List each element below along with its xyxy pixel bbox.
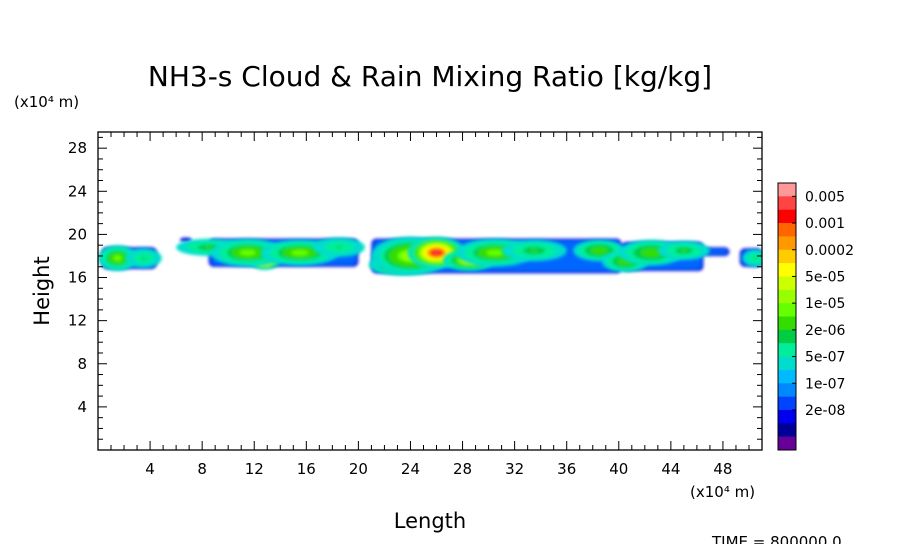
colorbar-swatch xyxy=(778,289,796,304)
colorbar-swatch xyxy=(778,436,796,451)
colorbar: 0.005 0.001 0.0002 5e-05 1e-05 2e-06 5e-07 1e-0… xyxy=(777,182,854,451)
colorbar-swatch xyxy=(778,383,796,397)
colorbar-swatch xyxy=(778,223,796,237)
field-blob xyxy=(312,237,365,258)
x-tick-label: 28 xyxy=(453,460,472,478)
field-blob xyxy=(501,239,567,262)
x-tick-label: 36 xyxy=(557,460,576,478)
x-tick-label: 4 xyxy=(145,460,155,478)
colorbar-swatch xyxy=(778,276,796,291)
colorbar-swatch xyxy=(778,369,796,384)
field-contour xyxy=(596,249,603,252)
y-tick-label: 4 xyxy=(77,398,87,416)
field-inner-segment xyxy=(705,249,728,254)
field-contour xyxy=(530,249,538,252)
field-contour xyxy=(141,257,146,260)
colorbar-swatch xyxy=(778,236,796,251)
x-tick-label: 40 xyxy=(609,460,628,478)
field-contour xyxy=(205,246,213,249)
colorbar-frame xyxy=(777,182,797,451)
field-blob xyxy=(98,245,138,272)
x-tick-label: 8 xyxy=(197,460,207,478)
colorbar-swatch xyxy=(778,249,796,264)
field-contour xyxy=(647,251,655,255)
colorbar-label: 5e-05 xyxy=(805,269,845,285)
y-tick-label: 8 xyxy=(77,355,87,373)
field-contour xyxy=(490,251,500,255)
colorbar-label: 5e-07 xyxy=(805,350,845,366)
mixing-ratio-field xyxy=(98,236,762,276)
y-axis-ticks: 4 8 12 16 20 24 28 xyxy=(68,136,762,440)
colorbar-label: 0.005 xyxy=(805,189,845,205)
plot-frame xyxy=(97,131,763,451)
x-tick-label: 24 xyxy=(401,460,420,478)
colorbar-swatch xyxy=(778,303,796,317)
x-axis-label: Length xyxy=(394,509,466,533)
y-tick-label: 20 xyxy=(68,225,87,243)
colorbar-swatch xyxy=(778,343,796,357)
field-contour xyxy=(295,251,305,255)
colorbar-label: 1e-07 xyxy=(805,376,845,392)
colorbar-swatch xyxy=(778,396,796,411)
colorbar-swatch xyxy=(778,196,796,210)
x-tick-label: 32 xyxy=(505,460,524,478)
colorbar-label: 2e-06 xyxy=(805,323,845,339)
colorbar-label: 1e-05 xyxy=(805,296,845,312)
field-contour xyxy=(754,257,757,260)
colorbar-swatch xyxy=(778,183,796,197)
colorbar-swatch xyxy=(778,263,796,277)
y-tick-label: 24 xyxy=(68,182,87,200)
x-tick-label: 20 xyxy=(349,460,368,478)
y-unit-label: (x10⁴ m) xyxy=(14,93,79,111)
field-blob xyxy=(657,240,710,261)
x-tick-label: 44 xyxy=(661,460,680,478)
colorbar-swatch xyxy=(778,409,796,424)
field-contour xyxy=(433,250,440,255)
field-contour xyxy=(115,256,120,260)
y-axis-label: Height xyxy=(30,256,54,325)
y-tick-label: 28 xyxy=(68,139,87,157)
y-tick-label: 16 xyxy=(68,269,87,287)
x-axis-ticks: 4 8 12 16 20 24 28 32 36 40 44 48 xyxy=(110,132,750,478)
field-contour xyxy=(335,246,342,249)
x-tick-label: 12 xyxy=(245,460,264,478)
colorbar-label: 0.001 xyxy=(805,216,845,232)
chart-title: NH3-s Cloud & Rain Mixing Ratio [kg/kg] xyxy=(148,60,712,93)
x-tick-label: 48 xyxy=(713,460,732,478)
x-tick-label: 16 xyxy=(297,460,316,478)
colorbar-label: 0.0002 xyxy=(805,243,854,259)
x-unit-label: (x10⁴ m) xyxy=(690,483,755,501)
colorbar-swatch xyxy=(778,423,796,437)
time-label: TIME = 800000.0 xyxy=(711,533,842,544)
field-blob xyxy=(125,248,162,268)
colorbar-swatch xyxy=(778,209,796,224)
colorbar-label: 2e-08 xyxy=(805,403,845,419)
field-blob xyxy=(211,238,285,267)
field-contour xyxy=(243,251,252,255)
y-tick-label: 12 xyxy=(68,312,87,330)
colorbar-swatch xyxy=(778,316,796,331)
colorbar-swatch xyxy=(778,329,796,344)
field-blob xyxy=(742,249,762,267)
field-contour xyxy=(680,249,687,252)
colorbar-swatch xyxy=(778,356,796,371)
